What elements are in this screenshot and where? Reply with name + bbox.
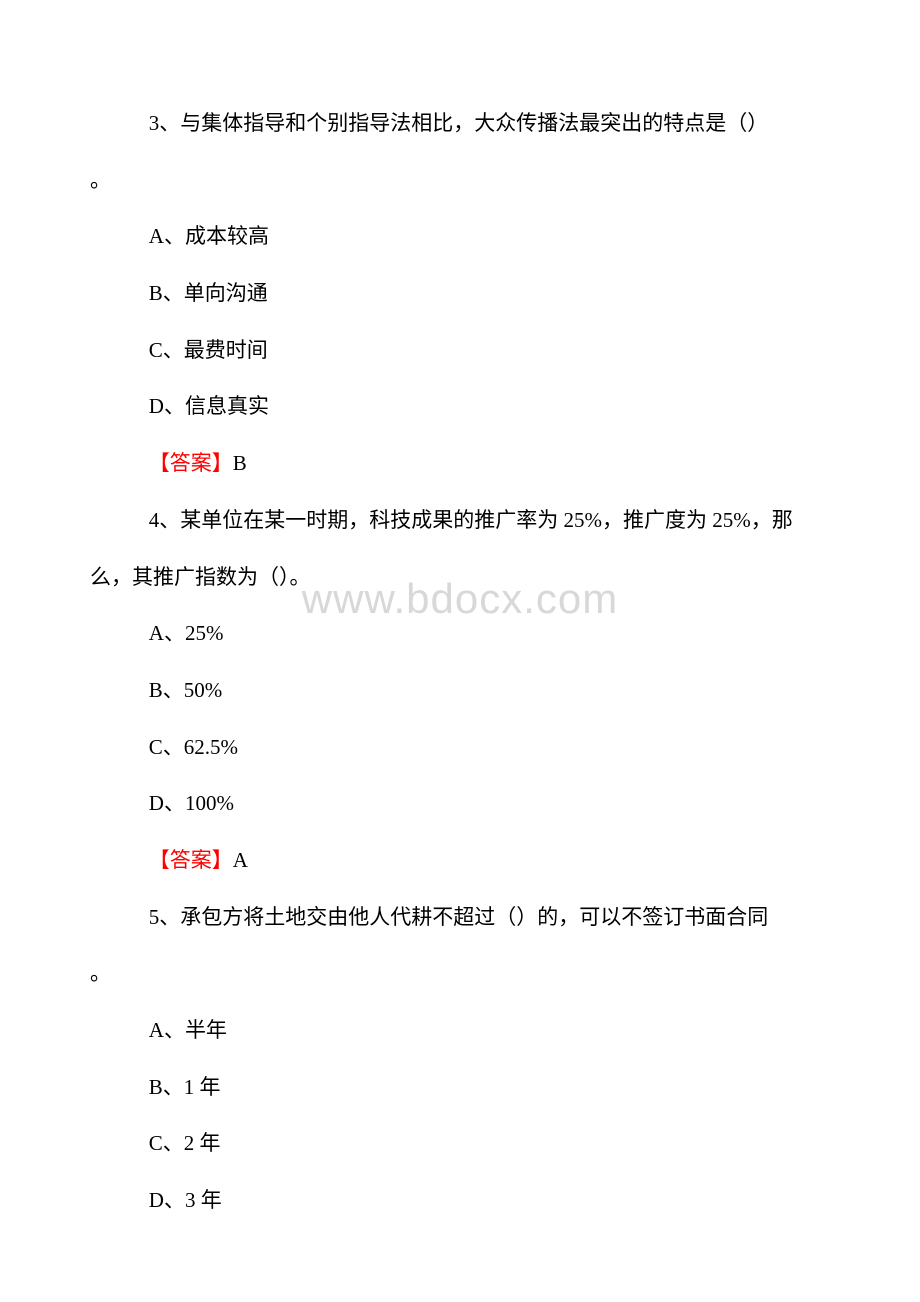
q5-option-a: A、半年 [90,1002,830,1059]
q4-text-line2: 么，其推广指数为（）。 [90,549,830,606]
q3-text-line1: 3、与集体指导和个别指导法相比，大众传播法最突出的特点是（） [90,95,830,152]
document-content: 3、与集体指导和个别指导法相比，大众传播法最突出的特点是（） 。 A、成本较高 … [90,95,830,1229]
q3-answer: 【答案】B [90,435,830,492]
q4-option-c: C、62.5% [90,719,830,776]
q4-answer-value: A [233,848,248,872]
q3-option-b: B、单向沟通 [90,265,830,322]
q3-answer-value: B [233,451,247,475]
q5-option-b: B、1 年 [90,1059,830,1116]
q3-option-d: D、信息真实 [90,378,830,435]
q5-option-d: D、3 年 [90,1172,830,1229]
q4-option-a: A、25% [90,605,830,662]
q4-text-line1: 4、某单位在某一时期，科技成果的推广率为 25%，推广度为 25%，那 [90,492,830,549]
q3-text-line2: 。 [90,152,830,209]
q4-answer: 【答案】A [90,832,830,889]
q5-text-line2: 。 [90,945,830,1002]
q4-option-d: D、100% [90,775,830,832]
q3-option-a: A、成本较高 [90,208,830,265]
q5-text-line1: 5、承包方将土地交由他人代耕不超过（）的，可以不签订书面合同 [90,889,830,946]
q3-answer-label: 【答案】 [149,451,233,475]
q3-option-c: C、最费时间 [90,322,830,379]
q4-answer-label: 【答案】 [149,848,233,872]
q4-option-b: B、50% [90,662,830,719]
q5-option-c: C、2 年 [90,1115,830,1172]
